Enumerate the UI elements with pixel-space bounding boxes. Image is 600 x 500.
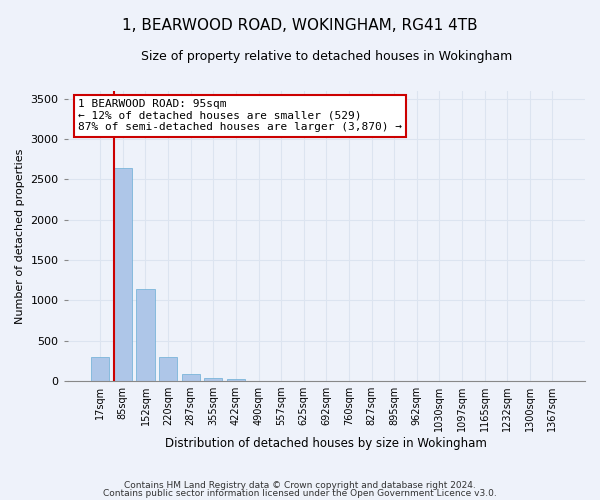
Bar [114,168,132,381]
Text: Contains HM Land Registry data © Crown copyright and database right 2024.: Contains HM Land Registry data © Crown c… [124,481,476,490]
Title: Size of property relative to detached houses in Wokingham: Size of property relative to detached ho… [141,50,512,63]
Y-axis label: Number of detached properties: Number of detached properties [15,148,25,324]
Bar [204,378,223,381]
Text: 1 BEARWOOD ROAD: 95sqm
← 12% of detached houses are smaller (529)
87% of semi-de: 1 BEARWOOD ROAD: 95sqm ← 12% of detached… [78,100,402,132]
Bar [91,357,109,381]
Text: Contains public sector information licensed under the Open Government Licence v3: Contains public sector information licen… [103,488,497,498]
Text: 1, BEARWOOD ROAD, WOKINGHAM, RG41 4TB: 1, BEARWOOD ROAD, WOKINGHAM, RG41 4TB [122,18,478,32]
Bar [136,289,155,381]
Bar [227,380,245,381]
Bar [159,357,177,381]
Bar [182,374,200,381]
X-axis label: Distribution of detached houses by size in Wokingham: Distribution of detached houses by size … [166,437,487,450]
